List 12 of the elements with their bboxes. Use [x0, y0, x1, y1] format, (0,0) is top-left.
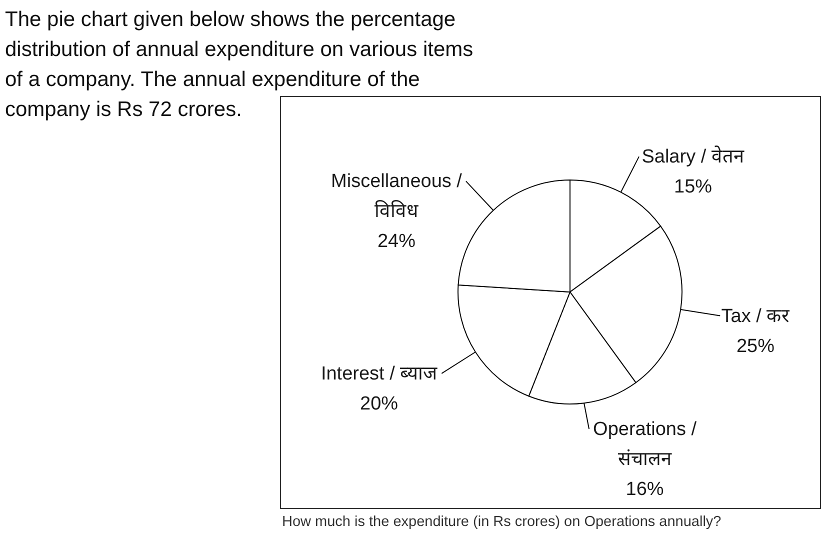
slice-label: Interest / ब्याज: [320, 363, 438, 384]
slice-label: Tax / कर: [721, 306, 791, 327]
data-label: 15%: [674, 176, 712, 198]
slice-label: Operations / संचालन: [593, 419, 698, 470]
data-label: 24%: [377, 231, 416, 252]
slice-label: Salary / वेतन: [642, 144, 744, 168]
slice-label: Miscellaneous / विविध: [331, 171, 463, 222]
text: How much is the expenditure (in Rs crores) on Operations annually?: [282, 514, 722, 530]
chart-title: The pie chart given below shows the percentage distribution of annual expenditure on various items of a company. The annual expenditure of the company is Rs 72 crores.: [5, 8, 474, 121]
data-label: 16%: [626, 479, 664, 500]
data-label: 20%: [360, 393, 398, 414]
data-label: 25%: [736, 336, 775, 357]
